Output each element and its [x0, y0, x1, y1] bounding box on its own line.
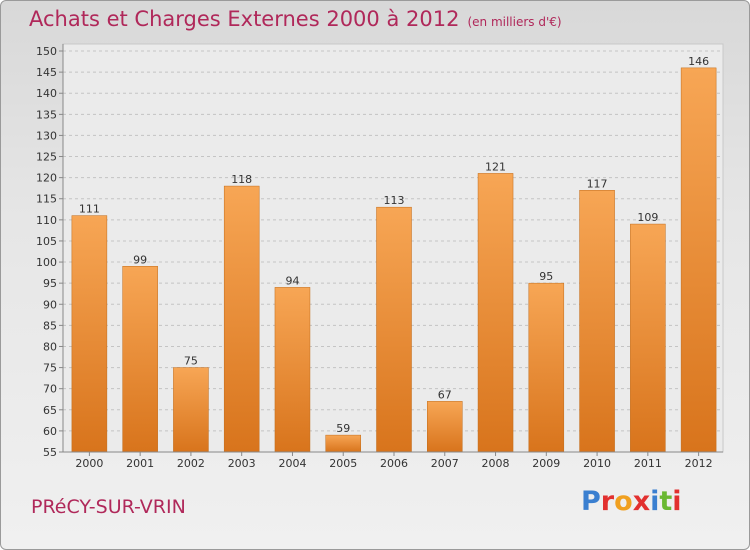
x-tick-label-2001: 2001 — [126, 457, 154, 470]
y-tick-label: 55 — [43, 446, 57, 459]
y-tick-label: 115 — [36, 193, 57, 206]
bar-2009 — [528, 282, 565, 453]
y-tick-label: 130 — [36, 129, 57, 142]
logo-letter: P — [581, 486, 601, 517]
bar-2003 — [223, 185, 260, 453]
data-label-2000: 111 — [79, 203, 100, 216]
y-tick-label: 145 — [36, 66, 57, 79]
bar-2011 — [630, 223, 666, 453]
bar-2010 — [579, 190, 615, 453]
data-label-2001: 99 — [133, 253, 147, 266]
x-tick-label-2011: 2011 — [634, 457, 662, 470]
y-tick-label: 110 — [36, 214, 57, 227]
data-label-2012: 146 — [688, 55, 709, 68]
y-tick-label: 60 — [43, 425, 57, 438]
y-tick-label: 75 — [43, 362, 57, 375]
bar-2008 — [477, 173, 514, 453]
data-label-2009: 95 — [539, 270, 553, 283]
x-tick-label-2002: 2002 — [177, 457, 205, 470]
y-tick-label: 80 — [43, 340, 57, 353]
y-tick-label: 140 — [36, 87, 57, 100]
bars: 111 99 75 118 94 59 113 67 121 95 117 109 146 — [71, 55, 717, 453]
bar-2007 — [427, 401, 463, 453]
proxiti-logo: Proxiti — [581, 486, 682, 517]
x-tick-label-2007: 2007 — [431, 457, 459, 470]
x-tick-label-2004: 2004 — [278, 457, 306, 470]
x-tick-label-2005: 2005 — [329, 457, 357, 470]
y-tick-label: 105 — [36, 235, 57, 248]
y-tick-label: 135 — [36, 108, 57, 121]
data-label-2007: 67 — [438, 388, 452, 401]
x-tick-label-2008: 2008 — [482, 457, 510, 470]
logo-letter: i — [650, 486, 660, 517]
data-label-2006: 113 — [384, 194, 405, 207]
bar-2005 — [325, 434, 361, 453]
x-tick-label-2010: 2010 — [583, 457, 611, 470]
y-tick-label: 150 — [36, 45, 57, 58]
y-tick-label: 100 — [36, 256, 57, 269]
y-tick-label: 95 — [43, 277, 57, 290]
bar-2002 — [173, 367, 209, 453]
x-tick-label-2003: 2003 — [228, 457, 256, 470]
logo-letter: i — [672, 486, 682, 517]
y-tick-label: 90 — [43, 298, 57, 311]
x-tick-label-2012: 2012 — [685, 457, 713, 470]
y-tick-label: 85 — [43, 319, 57, 332]
logo-letter: t — [659, 486, 673, 517]
data-label-2004: 94 — [285, 274, 299, 287]
y-tick-label: 70 — [43, 383, 57, 396]
town-name: PRéCY-SUR-VRIN — [31, 496, 186, 518]
chart-title: Achats et Charges Externes 2000 à 2012 (e… — [29, 7, 562, 31]
data-label-2008: 121 — [485, 160, 506, 173]
data-label-2003: 118 — [231, 173, 252, 186]
data-label-2011: 109 — [637, 211, 658, 224]
y-tick-label: 120 — [36, 172, 57, 185]
bar-2004 — [274, 287, 311, 453]
logo-letter: r — [600, 486, 615, 517]
logo-letter: x — [632, 486, 651, 517]
x-tick-label-2000: 2000 — [75, 457, 103, 470]
bar-2000 — [71, 215, 108, 453]
chart-subtitle: (en milliers d'€) — [467, 15, 562, 29]
y-tick-label: 65 — [43, 404, 57, 417]
data-label-2002: 75 — [184, 355, 198, 368]
bar-2012 — [680, 67, 717, 453]
data-label-2005: 59 — [336, 422, 350, 435]
x-axis: 2000 2001 2002 2003 2004 2005 2006 2007 2008 2009… — [63, 451, 723, 470]
data-label-2010: 117 — [587, 177, 608, 190]
y-axis: 55 60 65 70 75 80 85 90 95 100 105 110 115 120 125 130 1… — [36, 44, 64, 459]
y-tick-label: 125 — [36, 151, 57, 164]
x-tick-label-2006: 2006 — [380, 457, 408, 470]
logo-letter: o — [614, 486, 633, 517]
bar-2006 — [376, 206, 412, 453]
bar-2001 — [122, 266, 158, 453]
x-tick-label-2009: 2009 — [532, 457, 560, 470]
